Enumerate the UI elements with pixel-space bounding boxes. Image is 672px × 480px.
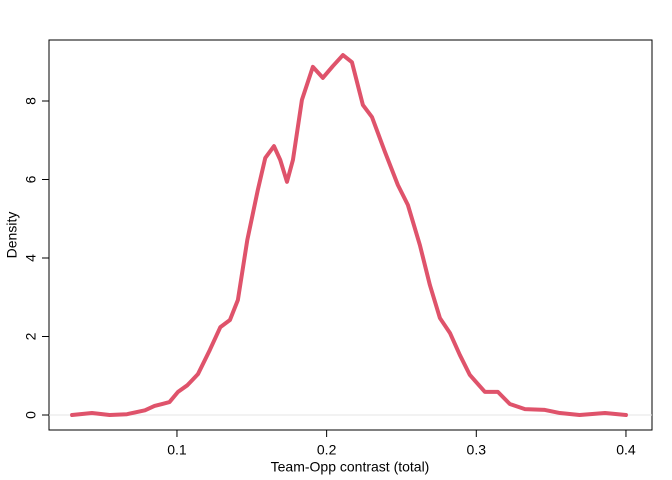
plot-frame [48, 39, 653, 431]
y-tick-label: 8 [23, 97, 39, 105]
y-tick-label: 6 [23, 175, 39, 183]
density-line [70, 53, 628, 418]
x-tick-label: 0.2 [317, 442, 337, 458]
x-axis-label: Team-Opp contrast (total) [271, 459, 430, 475]
y-tick-label: 2 [23, 332, 39, 340]
x-tick-label: 0.1 [167, 442, 187, 458]
y-axis-label: Density [4, 212, 20, 259]
y-tick-label: 0 [23, 411, 39, 419]
x-tick-label: 0.4 [616, 442, 636, 458]
x-tick-label: 0.3 [467, 442, 487, 458]
y-tick-label: 4 [23, 254, 39, 262]
